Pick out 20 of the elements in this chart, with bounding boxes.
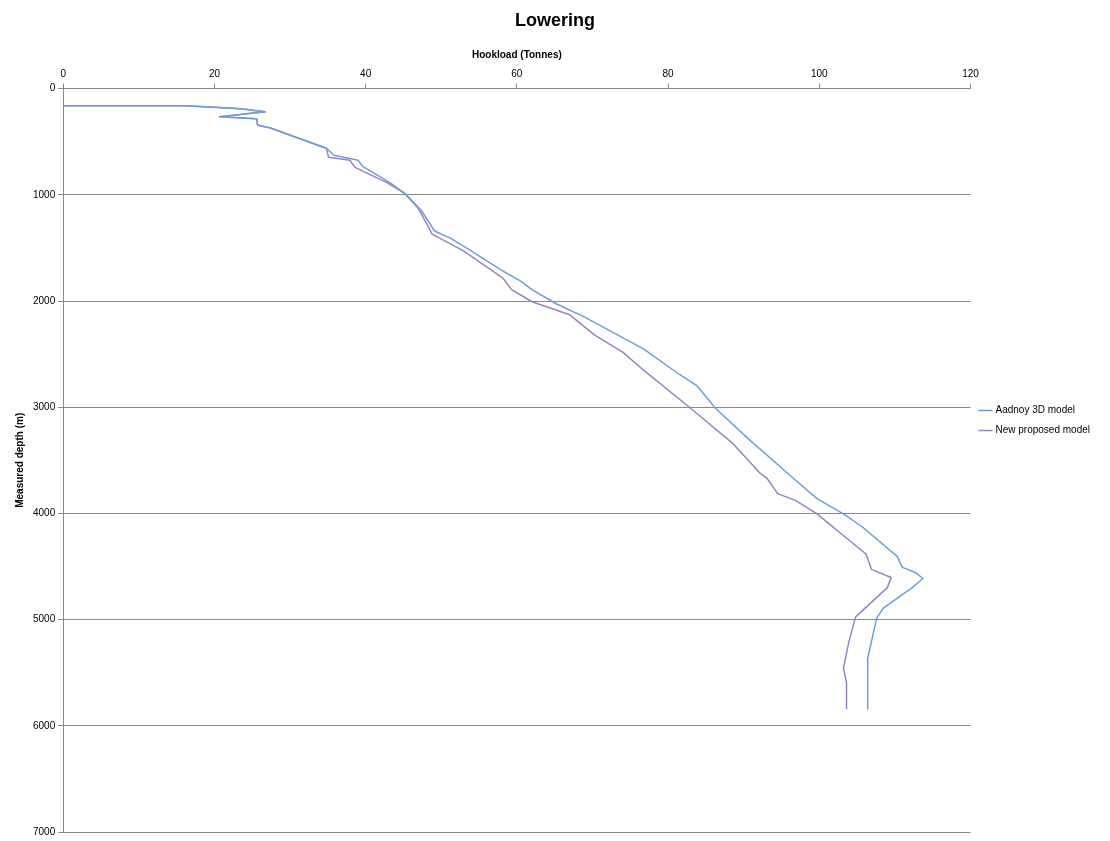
- y-axis-title: Measured depth (m): [13, 412, 25, 508]
- x-axis-title: Hookload (Tonnes): [471, 49, 562, 61]
- y-tick-label: 4000: [33, 507, 56, 519]
- x-tick-label: 80: [662, 68, 675, 80]
- y-tick-label: 6000: [33, 719, 56, 731]
- x-tick-label: 120: [962, 68, 980, 80]
- y-tick-label: 1000: [33, 188, 56, 200]
- legend-label: Aadnoy 3D model: [995, 404, 1075, 416]
- y-tick-label: 5000: [33, 613, 56, 625]
- y-tick-label: 0: [49, 82, 56, 94]
- x-tick-label: 60: [511, 68, 523, 80]
- y-tick-label: 7000: [33, 825, 56, 837]
- y-tick-label: 2000: [33, 294, 56, 306]
- legend-label: New proposed model: [995, 424, 1090, 436]
- chart-title: Lowering: [515, 9, 595, 30]
- y-tick-label: 3000: [33, 400, 56, 412]
- x-tick-label: 40: [360, 68, 372, 80]
- x-tick-label: 20: [208, 68, 221, 80]
- x-tick-label: 100: [810, 68, 829, 80]
- x-tick-label: 0: [60, 68, 67, 80]
